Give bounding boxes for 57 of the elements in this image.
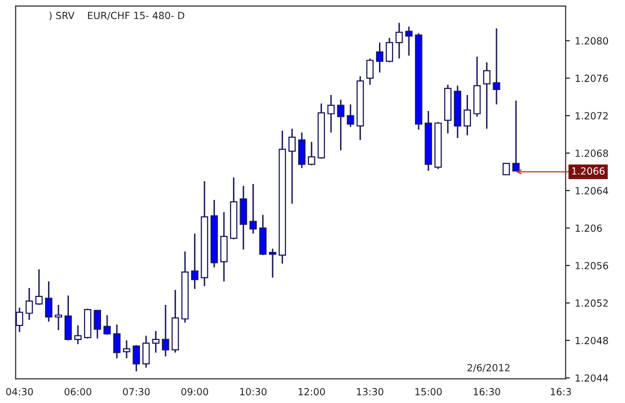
x-tick-label: 15:00 (415, 388, 442, 396)
candlestick (103, 314, 111, 336)
candlestick (464, 94, 471, 136)
y-tick-label: 1.2072 (576, 112, 608, 120)
candlestick (54, 304, 62, 331)
candlestick (26, 287, 33, 321)
candlestick (249, 183, 257, 234)
candlestick (366, 58, 374, 86)
candlestick (386, 37, 394, 63)
candlestick (376, 42, 384, 74)
candlestick (122, 340, 130, 359)
candlestick (16, 306, 24, 333)
candlestick (512, 100, 520, 172)
candlestick (288, 128, 296, 204)
candlestick (113, 324, 121, 359)
y-tick-label: 1.2080 (576, 37, 608, 45)
candlestick (94, 310, 102, 340)
annotation: 1.2066 (572, 167, 605, 175)
y-tick-label: 1.206 (576, 224, 602, 232)
candlestick (492, 28, 500, 106)
candlestick (35, 268, 43, 306)
x-tick-label: 06:00 (64, 388, 92, 396)
candlestick (152, 330, 160, 354)
x-tick-label: 10:30 (240, 388, 267, 396)
candlestick (483, 62, 490, 130)
candlestick (45, 280, 52, 322)
candlestick (346, 104, 354, 128)
candlestick (308, 141, 316, 166)
candlestick (74, 324, 82, 345)
x-tick-label: 12:00 (298, 388, 325, 396)
y-tick-label: 1.2044 (576, 374, 608, 382)
x-tick-label: 16:30 (474, 388, 500, 396)
text: EUR/CHF 15- 480- D (88, 12, 184, 20)
y-tick-label: 1.2064 (576, 187, 608, 194)
candlestick (64, 294, 72, 342)
y-tick-label: 1.2056 (576, 262, 608, 270)
candlestick (502, 162, 510, 176)
candlestick (162, 304, 170, 358)
y-tick-label: 1.2048 (576, 336, 608, 344)
candlestick (327, 94, 335, 134)
annotation: 2/6/2012 (468, 364, 510, 372)
x-tick-label: 07:30 (122, 388, 150, 396)
candlestick (395, 22, 403, 60)
candlestick (405, 26, 413, 56)
x-tick-label: 04:30 (6, 388, 33, 396)
candlestick (132, 344, 140, 372)
annotation: ) SRV (49, 12, 74, 20)
x-tick-label: 13:30 (357, 388, 384, 396)
candlestick (268, 248, 276, 278)
x-tick-label: 16:3 (550, 388, 571, 396)
y-tick-label: 1.2068 (576, 150, 608, 157)
y-tick-label: 1.2052 (576, 299, 608, 307)
candlestick (142, 335, 150, 368)
candlestick (337, 99, 344, 151)
x-tick-label: 09:00 (181, 388, 208, 396)
y-tick-label: 1.2076 (576, 74, 608, 82)
candlestick (191, 232, 198, 290)
